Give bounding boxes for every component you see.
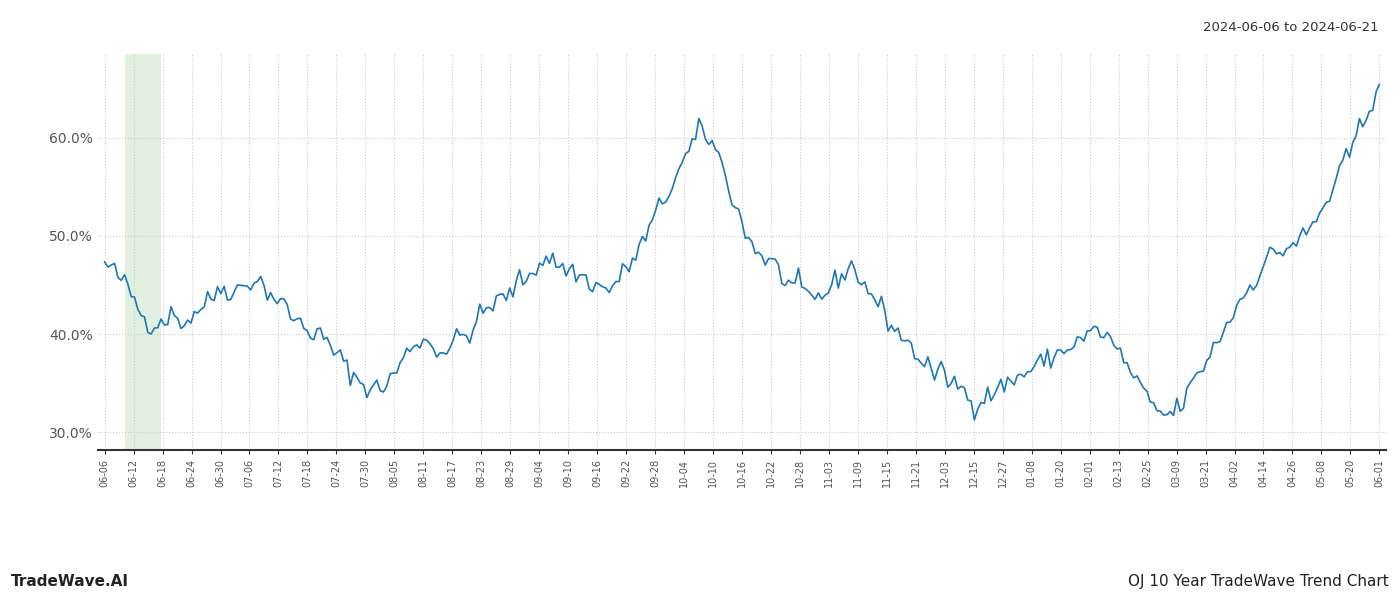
Text: OJ 10 Year TradeWave Trend Chart: OJ 10 Year TradeWave Trend Chart	[1128, 574, 1389, 589]
Bar	[125, 54, 161, 450]
Text: TradeWave.AI: TradeWave.AI	[11, 574, 129, 589]
Text: 2024-06-06 to 2024-06-21: 2024-06-06 to 2024-06-21	[1204, 21, 1379, 34]
